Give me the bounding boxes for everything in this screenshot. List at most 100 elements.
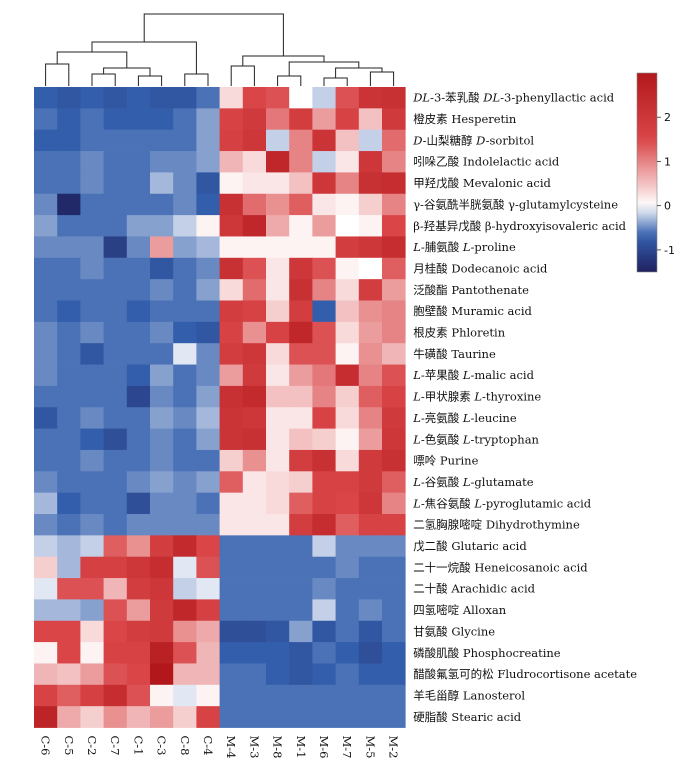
heatmap-cell	[173, 172, 197, 195]
heatmap-cell	[196, 364, 220, 387]
heatmap-cell	[335, 193, 360, 216]
heatmap-cell	[312, 385, 336, 408]
heatmap-cell	[196, 385, 220, 408]
heatmap-cell	[266, 428, 290, 451]
heatmap-cell	[335, 236, 360, 259]
heatmap-cell	[150, 279, 174, 301]
heatmap-cell	[57, 620, 81, 643]
heatmap-cell	[335, 321, 360, 344]
heatmap-cell	[80, 620, 104, 643]
heatmap-cell	[312, 279, 336, 301]
heatmap-cell	[103, 599, 128, 622]
dendrogram-branch	[288, 61, 360, 76]
heatmap-cell	[126, 449, 151, 472]
heatmap-cell	[57, 321, 81, 344]
heatmap-cell	[150, 343, 174, 365]
heatmap-cell	[266, 663, 290, 686]
heatmap-cell	[173, 236, 197, 259]
heatmap-cell	[382, 300, 406, 323]
heatmap-cell	[34, 556, 58, 579]
heatmap-cell	[335, 87, 360, 109]
heatmap-cell	[242, 364, 267, 387]
heatmap-cell	[382, 642, 406, 664]
heatmap-cell	[242, 578, 267, 600]
row-label: 嘌呤 Purine	[413, 454, 478, 468]
heatmap-cell	[150, 321, 174, 344]
heatmap-cell	[266, 407, 290, 429]
heatmap-cell	[358, 514, 383, 536]
dendrogram-branch	[143, 13, 284, 56]
heatmap-cell	[80, 428, 104, 451]
heatmap-cell	[196, 343, 220, 365]
heatmap-cell	[242, 108, 267, 131]
heatmap-cell	[57, 300, 81, 323]
heatmap-cell	[335, 706, 360, 728]
heatmap-cell	[335, 599, 360, 622]
heatmap-cell	[382, 449, 406, 472]
heatmap-cell	[266, 300, 290, 323]
heatmap-cell	[289, 385, 313, 408]
heatmap-cell	[173, 87, 197, 109]
heatmap-cell	[289, 514, 313, 536]
dendrogram-branch	[45, 63, 70, 86]
heatmap-cell	[173, 706, 197, 728]
heatmap-cell	[312, 642, 336, 664]
heatmap-cell	[173, 449, 197, 472]
heatmap-cell	[335, 279, 360, 301]
heatmap-cell	[382, 471, 406, 494]
heatmap-cell	[289, 706, 313, 728]
heatmap-cell	[219, 620, 244, 643]
heatmap-cell	[266, 193, 290, 216]
heatmap-cell	[126, 535, 151, 558]
heatmap-cell	[219, 300, 244, 323]
row-label: L-焦谷氨酸 L-pyroglutamic acid	[412, 496, 592, 510]
row-label: 吲哚乙酸 Indolelactic acid	[413, 155, 560, 169]
column-label: M-3	[247, 736, 261, 759]
heatmap-cell	[150, 663, 174, 686]
heatmap-cell	[289, 535, 313, 558]
heatmap-cell	[358, 300, 383, 323]
heatmap-cell	[173, 556, 197, 579]
dendrogram-branch	[335, 67, 383, 78]
dendrogram-branch	[91, 41, 197, 74]
heatmap-cell	[57, 343, 81, 365]
heatmap-cell	[126, 706, 151, 728]
heatmap-cell	[196, 193, 220, 216]
heatmap-cell	[312, 578, 336, 600]
heatmap-cell	[312, 620, 336, 643]
heatmap-cell	[57, 663, 81, 686]
heatmap-cell	[335, 514, 360, 536]
heatmap-cell	[382, 492, 406, 515]
heatmap-cell	[289, 279, 313, 301]
heatmap-cell	[57, 151, 81, 173]
heatmap-cell	[126, 492, 151, 515]
row-label: 牛磺酸 Taurine	[413, 347, 496, 361]
heatmap-cell	[219, 449, 244, 472]
heatmap-cell	[34, 684, 58, 707]
heatmap-cell	[173, 343, 197, 365]
heatmap-cell	[382, 663, 406, 686]
heatmap-cell	[382, 385, 406, 408]
row-label: 羊毛甾醇 Lanosterol	[413, 688, 525, 702]
heatmap-cell	[266, 642, 290, 664]
heatmap-cell	[219, 578, 244, 600]
dendrogram-branch	[137, 75, 163, 86]
heatmap-cell	[126, 87, 151, 109]
heatmap-cell	[196, 321, 220, 344]
column-label: M-4	[224, 736, 238, 759]
heatmap-cell	[103, 87, 128, 109]
heatmap-cell	[312, 108, 336, 131]
heatmap-cell	[196, 535, 220, 558]
heatmap-cell	[126, 300, 151, 323]
heatmap-cell	[289, 364, 313, 387]
heatmap-cell	[382, 172, 406, 195]
heatmap-cell	[358, 279, 383, 301]
heatmap-cell	[150, 535, 174, 558]
heatmap-cell	[173, 215, 197, 237]
heatmap-cell	[173, 300, 197, 323]
heatmap-cell	[126, 684, 151, 707]
dendrogram-branch	[323, 77, 348, 86]
heatmap-cell	[289, 663, 313, 686]
heatmap-cell	[196, 172, 220, 195]
heatmap-cell	[80, 514, 104, 536]
